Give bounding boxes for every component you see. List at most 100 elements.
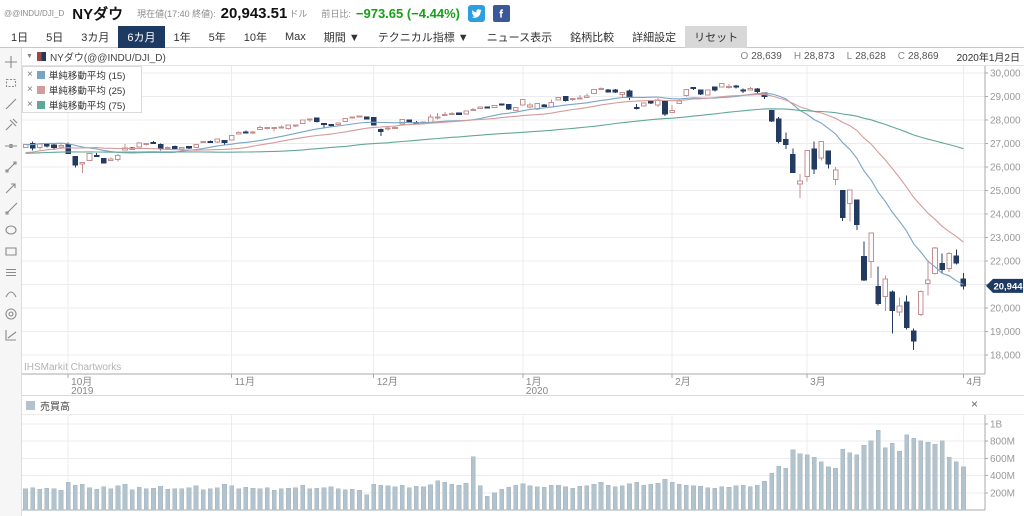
parallel-lines-icon[interactable] [2, 261, 20, 282]
ticker-symbol: @@INDU/DJI_D [4, 8, 65, 18]
svg-text:1月: 1月 [526, 376, 542, 388]
toolbar-button-10[interactable]: テクニカル指標 ▼ [377, 31, 469, 44]
toolbar-button-3[interactable]: 3カ月 [81, 31, 110, 44]
chartworks-watermark: IHSMarkit Chartworks [24, 362, 122, 373]
legend-row-ma-75: × 単純移動平均 (75) [23, 97, 141, 112]
remove-indicator-icon[interactable]: × [27, 68, 33, 80]
svg-text:22,000: 22,000 [990, 257, 1021, 268]
indicator-color-swatch [36, 85, 45, 94]
toolbar-button-5[interactable]: 1年 [173, 31, 191, 44]
candles [22, 83, 967, 350]
segment-icon[interactable] [2, 156, 20, 177]
svg-text:600M: 600M [990, 454, 1015, 465]
indicator-color-swatch [36, 100, 45, 109]
series-title-row: ▼ NYダウ(@@INDU/DJI_D) O 28,639 H 28,873 L 28,6… [22, 48, 1024, 66]
svg-text:27,000: 27,000 [990, 139, 1021, 150]
toolbar-button-14[interactable]: リセット [685, 25, 748, 48]
regression-icon[interactable] [2, 324, 20, 345]
arc-icon[interactable] [2, 282, 20, 303]
arrow-line-icon[interactable] [2, 177, 20, 198]
svg-text:800M: 800M [990, 437, 1015, 448]
indicator-color-swatch [36, 70, 45, 79]
svg-text:2019: 2019 [71, 386, 94, 395]
toolbar-button-1[interactable]: 1日 [11, 31, 29, 44]
current-price: 20,943.51 [220, 4, 288, 22]
svg-text:25,000: 25,000 [990, 186, 1021, 197]
toolbar-button-9[interactable]: 期間 ▼ [323, 31, 360, 44]
ma75-line [25, 108, 964, 154]
svg-text:3月: 3月 [810, 376, 826, 388]
drawing-tool-strip [0, 48, 22, 516]
ohlc-readout: O 28,639 H 28,873 L 28,628 C 28,869 [740, 51, 938, 62]
remove-indicator-icon[interactable]: × [27, 83, 33, 95]
close-volume-panel-button[interactable]: × [970, 397, 978, 411]
svg-text:20,944: 20,944 [993, 281, 1023, 292]
horizontal-line-icon[interactable] [2, 135, 20, 156]
toolbar-button-11[interactable]: ニュース表示 [486, 31, 553, 44]
price-chart-canvas[interactable]: 18,00019,00020,00021,00022,00023,00024,0… [22, 48, 1024, 395]
svg-text:26,000: 26,000 [990, 163, 1021, 174]
chart-content: ▼ NYダウ(@@INDU/DJI_D) O 28,639 H 28,873 L 28,6… [0, 48, 1024, 516]
volume-panel: 売買高 × 1B 800M 600M 400M 200M [22, 395, 1024, 516]
svg-text:1B: 1B [990, 420, 1003, 431]
volume-title: 売買高 [40, 401, 70, 413]
pitchfork-icon[interactable] [2, 114, 20, 135]
svg-text:2月: 2月 [675, 376, 691, 388]
facebook-icon[interactable] [492, 4, 510, 22]
ohlc-l: L 28,628 [846, 51, 886, 62]
toolbar-button-6[interactable]: 5年 [208, 31, 226, 44]
change-label: 前日比: [321, 8, 351, 19]
chart-toolbar: 1日 5日 3カ月 6カ月 1年 5年 10年 Max 期間 ▼ テクニカル指標 ▼ ニュース表示 銘… [0, 25, 1024, 48]
toolbar-button-8[interactable]: Max [285, 30, 306, 43]
svg-text:29,000: 29,000 [990, 92, 1021, 103]
ohlc-o: O 28,639 [740, 51, 782, 62]
svg-text:24,000: 24,000 [990, 210, 1021, 221]
indicator-legend: × 単純移動平均 (15) × 単純移動平均 (25) × 単純移動平均 (75) [22, 66, 142, 113]
volume-header: 売買高 × [22, 396, 1024, 415]
svg-text:20,000: 20,000 [990, 304, 1021, 315]
spiral-icon[interactable] [2, 303, 20, 324]
price-unit: ドル [289, 8, 308, 19]
current-price-badge: 20,944 [986, 278, 1023, 293]
rectangle-icon[interactable] [2, 240, 20, 261]
trendline-icon[interactable] [2, 93, 20, 114]
svg-text:200M: 200M [990, 488, 1015, 499]
collapse-series-icon[interactable]: ▼ [26, 53, 33, 60]
ma25-line [25, 94, 964, 243]
indicator-label: 単純移動平均 (25) [48, 85, 126, 97]
svg-text:23,000: 23,000 [990, 233, 1021, 244]
ma-lines [25, 92, 964, 286]
ohlc-c: C 28,869 [897, 51, 939, 62]
ohlc-h: H 28,873 [793, 51, 835, 62]
header-bar: @@INDU/DJI_D NYダウ 現在値(17:40 終値): 20,943.… [0, 0, 1024, 26]
twitter-icon[interactable] [467, 4, 485, 22]
ray-icon[interactable] [2, 198, 20, 219]
volume-series-icon [26, 400, 35, 410]
series-title: NYダウ(@@INDU/DJI_D) [49, 53, 166, 64]
price-panel: ▼ NYダウ(@@INDU/DJI_D) O 28,639 H 28,873 L 28,6… [22, 48, 1024, 395]
remove-indicator-icon[interactable]: × [27, 98, 33, 110]
svg-text:18,000: 18,000 [990, 351, 1021, 362]
toolbar-button-2[interactable]: 5日 [46, 31, 64, 44]
legend-row-ma-15: × 単純移動平均 (15) [23, 67, 141, 82]
svg-text:2020: 2020 [526, 386, 549, 395]
toolbar-button-4[interactable]: 6カ月 [118, 25, 165, 48]
toolbar-button-13[interactable]: 詳細設定 [632, 31, 677, 44]
toolbar-button-12[interactable]: 銘柄比較 [570, 31, 615, 44]
legend-row-ma-25: × 単純移動平均 (25) [23, 82, 141, 97]
instrument-name: NYダウ [72, 5, 124, 23]
volume-chart-canvas[interactable]: 1B 800M 600M 400M 200M [22, 415, 1024, 516]
zoom-box-icon[interactable] [2, 72, 20, 93]
toolbar-button-7[interactable]: 10年 [243, 31, 267, 44]
current-price-label: 現在値(17:40 終値): [137, 8, 216, 19]
svg-text:11月: 11月 [235, 376, 255, 388]
chart-panels: ▼ NYダウ(@@INDU/DJI_D) O 28,639 H 28,873 L 28,6… [22, 48, 1024, 516]
ellipse-icon[interactable] [2, 219, 20, 240]
indicator-label: 単純移動平均 (75) [48, 100, 126, 112]
crosshair-icon[interactable] [2, 51, 20, 72]
quote-date: 2020年1月2日 [956, 53, 1020, 64]
svg-text:400M: 400M [990, 471, 1015, 482]
svg-text:28,000: 28,000 [990, 116, 1021, 127]
svg-text:12月: 12月 [377, 376, 398, 388]
